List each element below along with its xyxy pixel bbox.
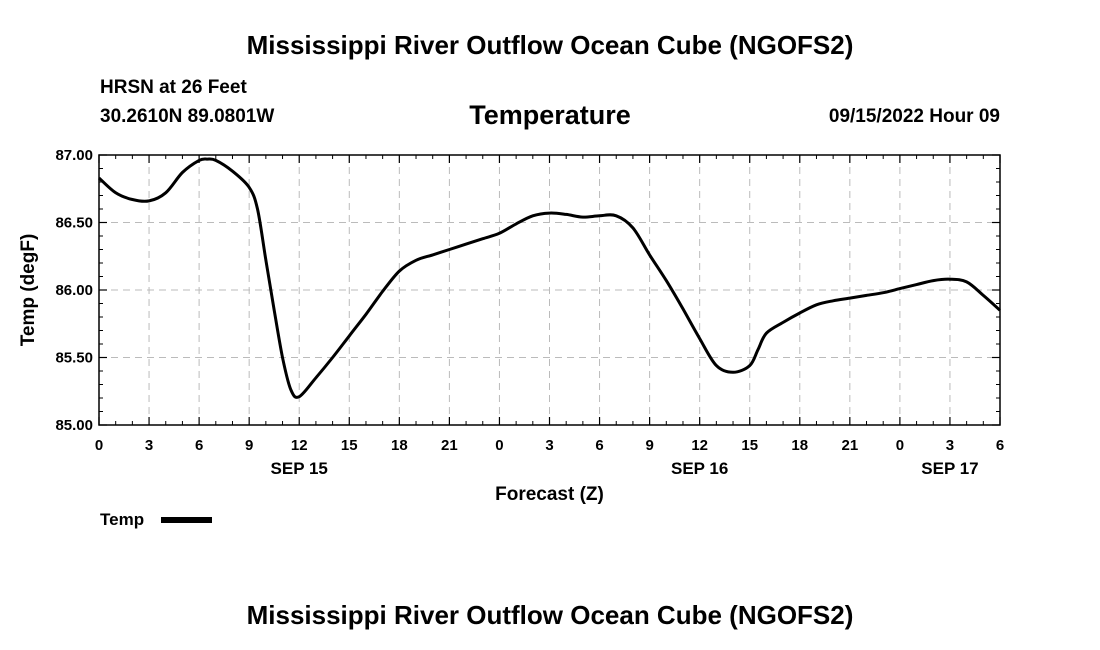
axis-labels: 0 3 6 9 12 15 18 21 0 3 6 9 12 15 18 21 0 3 6 85.00 85.50 86.… <box>55 147 1004 478</box>
x-tick-label: 3 <box>545 437 553 454</box>
x-tick-label: 18 <box>791 437 808 454</box>
x-tick-label: 0 <box>896 437 904 454</box>
x-tick-label: 9 <box>645 437 653 454</box>
x-tick-label: 6 <box>195 437 203 454</box>
y-tick-label: 86.50 <box>55 215 93 232</box>
station-label: HRSN at 26 Feet <box>100 77 247 98</box>
y-axis-title: Temp (degF) <box>18 234 39 347</box>
coordinates-label: 30.2610N 89.0801W <box>100 106 275 127</box>
x-tick-label: 21 <box>841 437 858 454</box>
date-label: SEP 16 <box>671 459 728 478</box>
datetime-label: 09/15/2022 Hour 09 <box>828 106 1000 127</box>
y-tick-label: 87.00 <box>55 147 93 164</box>
x-tick-label: 15 <box>741 437 758 454</box>
x-tick-label: 18 <box>391 437 408 454</box>
x-tick-label: 6 <box>996 437 1004 454</box>
y-tick-label: 85.00 <box>55 417 93 434</box>
x-axis-title: Forecast (Z) <box>495 484 604 505</box>
x-tick-label: 21 <box>441 437 458 454</box>
x-tick-label: 3 <box>145 437 153 454</box>
series-line-temp <box>97 157 1001 399</box>
date-label: SEP 17 <box>921 459 978 478</box>
legend-line-swatch <box>161 517 212 523</box>
x-tick-label: 15 <box>341 437 358 454</box>
x-tick-label: 12 <box>691 437 708 454</box>
x-tick-label: 3 <box>946 437 954 454</box>
legend-label: Temp <box>100 510 145 529</box>
y-tick-label: 85.50 <box>55 350 93 367</box>
x-tick-label: 9 <box>245 437 253 454</box>
grid <box>99 155 1000 425</box>
x-tick-label: 12 <box>291 437 308 454</box>
x-tick-label: 0 <box>495 437 503 454</box>
axis-ticks <box>98 154 1001 426</box>
date-label: SEP 15 <box>271 459 328 478</box>
y-tick-label: 86.00 <box>55 282 93 299</box>
x-tick-label: 6 <box>595 437 603 454</box>
footer-title: Mississippi River Outflow Ocean Cube (NG… <box>246 600 854 630</box>
chart-title: Mississippi River Outflow Ocean Cube (NG… <box>246 30 854 60</box>
x-tick-label: 0 <box>95 437 103 454</box>
variable-title: Temperature <box>469 100 631 130</box>
